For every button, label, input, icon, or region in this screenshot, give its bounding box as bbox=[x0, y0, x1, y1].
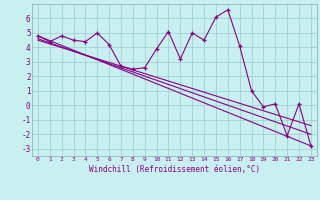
X-axis label: Windchill (Refroidissement éolien,°C): Windchill (Refroidissement éolien,°C) bbox=[89, 165, 260, 174]
